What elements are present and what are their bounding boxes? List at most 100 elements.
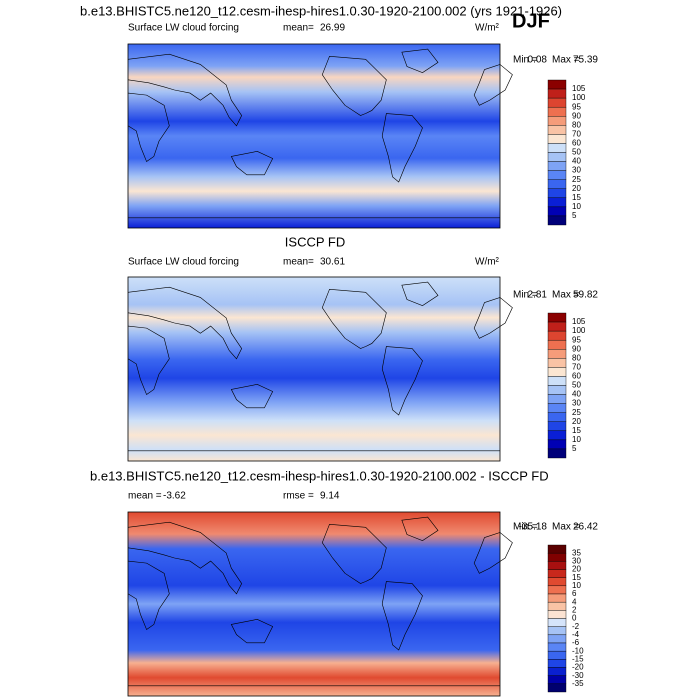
max-value: 75.39: [573, 55, 598, 66]
colorbar-label: 15: [572, 573, 581, 582]
colorbar-label: 30: [572, 556, 581, 565]
colorbar-box: [547, 215, 567, 226]
mean-label: mean =: [128, 491, 162, 502]
colorbar-label: 10: [572, 581, 581, 590]
colorbar-label: 40: [572, 390, 581, 399]
panel-title: ISCCP FD: [285, 234, 345, 249]
colorbar-box: [547, 626, 567, 636]
colorbar-label: 35: [572, 548, 581, 557]
colorbar-box: [547, 312, 567, 323]
min-label: Min =: [513, 290, 538, 301]
map: [127, 511, 513, 697]
colorbar-box: [547, 188, 567, 199]
colorbar-box: [547, 79, 567, 90]
colorbar-label: 15: [572, 426, 581, 435]
colorbar-label: 80: [572, 353, 581, 362]
colorbar-label: 0: [572, 614, 577, 623]
min-value: 0.08: [528, 55, 548, 66]
colorbar-label: 40: [572, 157, 581, 166]
colorbar-label: 100: [572, 326, 586, 335]
colorbar-box: [547, 134, 567, 144]
colorbar-label: 20: [572, 417, 581, 426]
colorbar-box: [547, 385, 567, 395]
colorbar-label: -20: [572, 663, 584, 672]
colorbar-box: [547, 601, 567, 611]
colorbar-label: -10: [572, 646, 584, 655]
colorbar-box: [547, 412, 567, 422]
mean-value: -3.62: [163, 491, 186, 502]
colorbar-box: [547, 125, 567, 135]
colorbar-label: 95: [572, 335, 581, 344]
colorbar-label: 100: [572, 93, 586, 102]
colorbar-label: -30: [572, 671, 584, 680]
colorbar-box: [547, 206, 567, 217]
colorbar-box: [547, 106, 567, 117]
min-value: -35.18: [519, 522, 548, 533]
mean-label: mean=: [283, 257, 314, 268]
field-label: Surface LW cloud forcing: [128, 257, 239, 268]
mean-label: mean=: [283, 23, 314, 34]
map-field: [128, 44, 500, 228]
max-label: Max =: [552, 55, 580, 66]
colorbar-box: [547, 143, 567, 153]
colorbar-label: 60: [572, 372, 581, 381]
colorbar-box: [547, 161, 567, 171]
colorbar-label: 10: [572, 202, 581, 211]
colorbar-label: 4: [572, 597, 577, 606]
colorbar-box: [547, 675, 567, 685]
colorbar-box: [547, 421, 567, 432]
colorbar-label: 95: [572, 102, 581, 111]
colorbar-label: 20: [572, 184, 581, 193]
min-label: Min =: [513, 55, 538, 66]
colorbar-label: 90: [572, 344, 581, 353]
colorbar-box: [547, 544, 567, 554]
colorbar-box: [547, 577, 567, 587]
colorbar-label: 60: [572, 139, 581, 148]
colorbar-label: 105: [572, 84, 586, 93]
colorbar-label: 5: [572, 444, 577, 453]
colorbar-box: [547, 642, 567, 652]
colorbar-label: 15: [572, 193, 581, 202]
colorbar-box: [547, 97, 567, 108]
colorbar-box: [547, 349, 567, 359]
mean-value: 26.99: [320, 23, 345, 34]
colorbar-box: [547, 448, 567, 459]
colorbar-label: 6: [572, 589, 577, 598]
colorbar-box: [547, 650, 567, 660]
colorbar-label: 70: [572, 129, 581, 138]
colorbar-box: [547, 667, 567, 676]
colorbar-label: 25: [572, 175, 581, 184]
colorbar-label: 30: [572, 399, 581, 408]
colorbar-label: -4: [572, 630, 580, 639]
colorbar-label: 105: [572, 317, 586, 326]
colorbar-box: [547, 197, 567, 208]
max-label: Max =: [552, 290, 580, 301]
colorbar-label: 25: [572, 408, 581, 417]
colorbar-box: [547, 394, 567, 404]
colorbar-label: 90: [572, 111, 581, 120]
colorbar-label: 5: [572, 211, 577, 220]
panel-title: b.e13.BHISTC5.ne120_t12.cesm-ihesp-hires…: [80, 3, 562, 18]
colorbar-box: [547, 569, 567, 578]
colorbar-label: 70: [572, 362, 581, 371]
colorbar-box: [547, 593, 567, 603]
rmse-value: 9.14: [320, 491, 340, 502]
units-label: W/m²: [475, 257, 500, 268]
colorbar-box: [547, 552, 567, 562]
colorbar-label: -35: [572, 679, 584, 688]
colorbar-box: [547, 170, 567, 180]
colorbar-label: -15: [572, 654, 584, 663]
colorbar-box: [547, 610, 567, 619]
min-value: 2.81: [528, 290, 548, 301]
min-label: Min =: [513, 522, 538, 533]
map-frame: [127, 511, 501, 697]
field-label: Surface LW cloud forcing: [128, 23, 239, 34]
colorbar-box: [547, 152, 567, 162]
colorbar-label: 30: [572, 166, 581, 175]
colorbar-box: [547, 659, 567, 668]
colorbar-box: [547, 376, 567, 386]
colorbar-label: 2: [572, 605, 577, 614]
colorbar-box: [547, 634, 567, 644]
colorbar-box: [547, 358, 567, 368]
